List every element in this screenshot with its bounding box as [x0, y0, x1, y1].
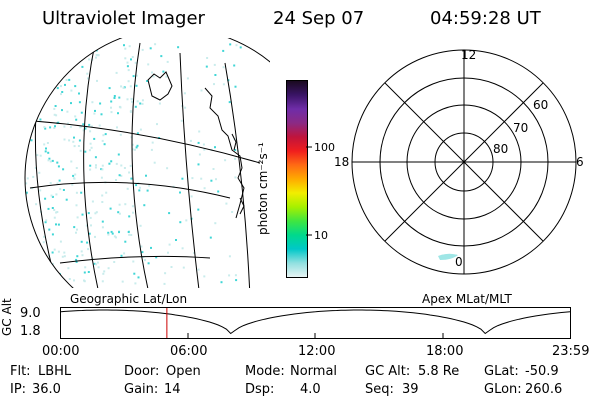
status-gcalt-label: GC Alt:	[365, 364, 411, 379]
status-seq-label: Seq:	[365, 382, 394, 397]
header: Ultraviolet Imager 24 Sep 07 04:59:28 UT	[0, 0, 600, 40]
lat-label-70: 70	[513, 121, 528, 135]
timeline-left-title: Geographic Lat/Lon	[70, 292, 188, 306]
status-glon-value: 260.6	[525, 382, 563, 397]
status-dsp-value: 4.0	[300, 382, 321, 397]
mlt-label-6: 6	[576, 155, 584, 169]
timeline-y-label: GC Alt	[0, 298, 14, 336]
status-glat-value: -50.9	[525, 364, 559, 379]
geographic-map	[24, 38, 270, 288]
timeline-xtick-1: 06:00	[170, 344, 208, 359]
status-mode-label: Mode:	[245, 364, 285, 379]
colorbar-unit-label: photon cm⁻²s⁻¹	[256, 142, 270, 235]
timeline-xtick-0: 00:00	[42, 344, 80, 359]
status-filter-label: Flt:	[10, 364, 31, 379]
timeline-xtick-4: 23:59	[552, 344, 590, 359]
status-dsp-label: Dsp:	[245, 382, 275, 397]
altitude-timeline	[60, 307, 571, 339]
status-door-value: Open	[166, 364, 201, 379]
status-seq-value: 39	[402, 382, 419, 397]
status-ip-label: IP:	[10, 382, 27, 397]
status-mode-value: Normal	[290, 364, 338, 379]
status-filter-value: LBHL	[38, 364, 72, 379]
time-label: 04:59:28 UT	[430, 8, 541, 29]
colorbar-ticks: 100 10	[306, 141, 335, 242]
lat-label-80: 80	[493, 142, 508, 156]
status-glon-label: GLon:	[484, 382, 522, 397]
altitude-curve	[60, 309, 571, 335]
aurora-patch	[438, 253, 458, 260]
coastline	[147, 71, 245, 219]
lat-label-60: 60	[533, 98, 548, 112]
status-ip-value: 36.0	[32, 382, 61, 397]
timeline-ytick-max: 9.0	[20, 306, 41, 321]
timeline-xtick-3: 18:00	[426, 344, 464, 359]
colorbar	[286, 80, 308, 278]
mlt-label-18: 18	[334, 155, 349, 169]
timeline-right-title: Apex MLat/MLT	[422, 292, 512, 306]
status-gain-label: Gain:	[124, 382, 159, 397]
polar-plot: 12 18 6 0 60 70 80	[334, 48, 584, 275]
earth-limb	[24, 38, 270, 288]
date-label: 24 Sep 07	[273, 8, 365, 29]
mlt-label-12: 12	[461, 48, 476, 62]
instrument-title: Ultraviolet Imager	[42, 8, 205, 29]
status-door-label: Door:	[124, 364, 160, 379]
timeline-ytick-min: 1.8	[20, 324, 41, 339]
lat-lon-grid	[25, 42, 261, 288]
emission-layer	[25, 43, 242, 285]
status-glat-label: GLat:	[484, 364, 519, 379]
colorbar-tick-100: 100	[314, 141, 335, 154]
colorbar-tick-10: 10	[314, 229, 328, 242]
timeline-xtick-2: 12:00	[298, 344, 336, 359]
status-gcalt-value: 5.8 Re	[418, 364, 460, 379]
mlt-label-0: 0	[455, 255, 463, 269]
status-gain-value: 14	[164, 382, 181, 397]
